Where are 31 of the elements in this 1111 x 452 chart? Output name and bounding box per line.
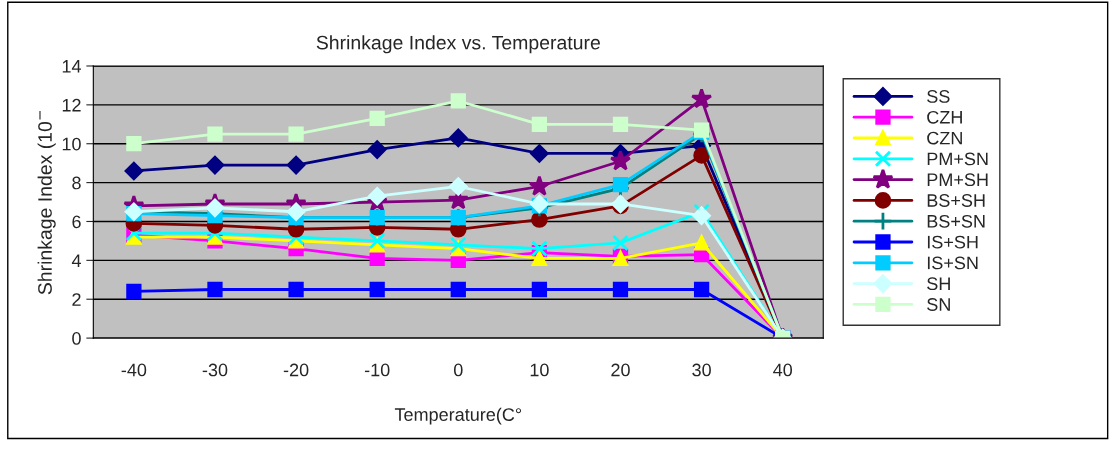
legend-label: SS: [927, 90, 950, 103]
x-tick-label: -10: [364, 363, 390, 377]
legend-label: BS+SN: [927, 214, 985, 228]
legend-label: CZN: [927, 131, 962, 145]
legend-label: PM+SH: [927, 173, 988, 187]
x-axis-title: Temperature(C°: [394, 407, 522, 425]
x-tick-label: 10: [530, 363, 549, 377]
x-tick-label: 20: [611, 363, 630, 377]
legend-label: SN: [927, 298, 950, 311]
x-tick-label: -20: [283, 363, 309, 377]
legend-label: IS+SH: [927, 235, 978, 249]
x-tick-label: -40: [121, 363, 147, 377]
legend-label: IS+SN: [927, 256, 978, 270]
x-tick-label: 0: [453, 363, 463, 377]
chart-title: Shrinkage Index vs. Temperature: [316, 35, 600, 54]
y-tick-label: 8: [72, 176, 81, 190]
y-tick-label: 10: [62, 137, 81, 151]
y-tick-label: 6: [72, 215, 81, 229]
y-axis-title: Shrinkage Index (10$^{−}$: [37, 111, 56, 295]
legend-label: SH: [927, 277, 950, 291]
x-tick-label: 30: [692, 363, 711, 377]
x-tick-label: 40: [773, 363, 793, 377]
legend-label: BS+SH: [927, 194, 985, 207]
y-tick-label: 12: [62, 98, 81, 112]
legend-label: PM+SN: [927, 152, 988, 166]
y-tick-label: 4: [71, 254, 81, 267]
y-tick-label: 0: [72, 332, 81, 345]
y-tick-label: 14: [62, 60, 81, 73]
y-tick-label: 2: [72, 293, 81, 306]
x-tick-label: -30: [202, 363, 228, 377]
legend-label: CZH: [927, 110, 962, 124]
